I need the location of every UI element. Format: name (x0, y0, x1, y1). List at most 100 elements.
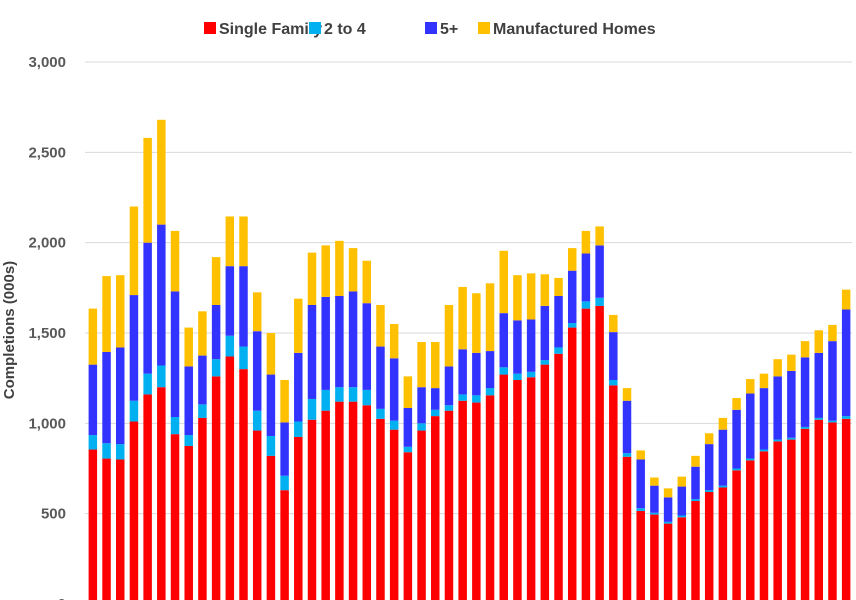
bar-segment-single-family (800, 428, 810, 600)
bar-segment-single-family (650, 514, 659, 600)
bar-segment-manufactured-homes (622, 388, 632, 401)
bar-segment-2-to-4 (129, 400, 139, 422)
bar-segment-manufactured-homes (828, 324, 837, 342)
bar-segment-single-family (307, 419, 317, 600)
bar-segment-2-to-4 (362, 389, 372, 406)
bar-segment-single-family (677, 517, 687, 600)
bar-segment-5- (759, 388, 769, 450)
bar-segment-manufactured-homes (321, 245, 330, 297)
bar-segment-5- (88, 364, 98, 436)
bar-segment-2-to-4 (266, 435, 276, 456)
legend-swatch (204, 22, 216, 34)
bar-segment-single-family (828, 422, 837, 600)
bar-segment-single-family (129, 421, 139, 600)
bar-segment-5- (307, 305, 317, 399)
bar-segment-2-to-4 (198, 404, 207, 418)
bar-segment-manufactured-homes (609, 314, 618, 333)
bar-segment-manufactured-homes (143, 137, 152, 243)
bar-segment-single-family (732, 470, 741, 600)
bar-segment-manufactured-homes (787, 354, 796, 371)
bar-segment-single-family (718, 487, 728, 600)
bar-segment-5- (677, 486, 687, 516)
bar-segment-5- (129, 295, 139, 401)
bar-segment-manufactured-homes (266, 333, 276, 375)
bar-segment-single-family (211, 376, 221, 600)
bar-segment-single-family (321, 410, 330, 600)
bar-segment-5- (650, 485, 659, 513)
bar-segment-manufactured-homes (335, 240, 344, 296)
bar-segment-manufactured-homes (472, 293, 481, 353)
legend-label: 5+ (440, 21, 458, 38)
legend-swatch (425, 22, 437, 34)
bar-segment-manufactured-homes (376, 305, 385, 347)
bar-segment-single-family (609, 385, 618, 600)
bar-segment-2-to-4 (595, 297, 604, 306)
bar-segment-single-family (143, 394, 152, 600)
bar-segment-2-to-4 (663, 521, 673, 524)
bar-segment-2-to-4 (759, 449, 769, 452)
bar-segment-2-to-4 (348, 387, 358, 402)
bar-segment-single-family (759, 451, 769, 600)
bar-segment-2-to-4 (321, 389, 330, 411)
bar-segment-single-family (567, 327, 577, 600)
bar-segment-2-to-4 (787, 437, 796, 440)
bar-segment-5- (417, 387, 426, 424)
bar-segment-2-to-4 (239, 346, 248, 370)
bar-segment-manufactured-homes (348, 248, 358, 292)
y-tick-label: 1,500 (28, 325, 66, 342)
bar-segment-single-family (595, 305, 604, 600)
bar-segment-single-family (704, 491, 714, 600)
bar-segment-manufactured-homes (663, 488, 673, 498)
bar-segment-manufactured-homes (116, 275, 125, 348)
bar-segment-5- (458, 349, 467, 395)
bar-segment-manufactured-homes (499, 250, 508, 314)
bar-segment-2-to-4 (526, 371, 536, 378)
bar-segment-manufactured-homes (170, 230, 180, 292)
bar-segment-manufactured-homes (458, 286, 467, 350)
bar-segment-single-family (239, 369, 248, 600)
bar-segment-5- (691, 466, 700, 500)
bar-segment-2-to-4 (567, 323, 577, 328)
bar-segment-manufactured-homes (280, 379, 289, 423)
bar-segment-2-to-4 (225, 335, 235, 357)
bar-segment-5- (444, 366, 454, 406)
y-axis-ticks: 0 500 1,000 1,500 2,000 2,500 3,000 (28, 54, 66, 600)
bar-segment-5- (732, 409, 741, 469)
bar-segment-5- (102, 351, 111, 444)
bar-segment-single-family (841, 418, 851, 600)
bar-segment-2-to-4 (581, 301, 591, 309)
bar-segment-5- (499, 313, 508, 368)
bar-segment-2-to-4 (800, 426, 810, 429)
bar-segment-manufactured-homes (636, 450, 645, 460)
bar-segment-single-family (814, 419, 823, 600)
bar-segment-manufactured-homes (650, 477, 659, 486)
bar-segment-single-family (663, 523, 673, 600)
bar-segment-5- (814, 352, 823, 418)
bar-segment-manufactured-homes (307, 252, 317, 305)
bar-segment-2-to-4 (814, 417, 823, 420)
bar-segment-single-family (376, 418, 385, 600)
legend-label: Manufactured Homes (493, 21, 656, 38)
bar-segment-2-to-4 (691, 499, 700, 502)
bar-segment-single-family (622, 456, 632, 600)
legend: Single Family 2 to 4 5+ Manufactured Homes (204, 21, 656, 38)
bar-segment-single-family (431, 416, 440, 600)
bar-segment-5- (143, 242, 152, 374)
bar-segment-5- (828, 341, 837, 421)
bar-segment-2-to-4 (211, 359, 221, 377)
bar-segment-5- (718, 429, 728, 486)
bar-segment-single-family (294, 436, 303, 600)
bar-segment-5- (266, 374, 276, 436)
bar-segment-single-family (485, 395, 495, 600)
bar-segment-manufactured-homes (431, 342, 440, 389)
bar-segment-manufactured-homes (157, 119, 166, 225)
y-tick-label: 0 (58, 596, 66, 600)
bar-segment-single-family (348, 401, 358, 600)
bar-segment-single-family (170, 434, 180, 600)
bar-segment-2-to-4 (540, 360, 550, 365)
bar-segment-5- (472, 352, 481, 396)
bar-segment-5- (280, 422, 289, 476)
bar-segment-2-to-4 (704, 490, 714, 492)
bar-segment-2-to-4 (184, 435, 193, 446)
bar-segment-single-family (252, 430, 262, 600)
